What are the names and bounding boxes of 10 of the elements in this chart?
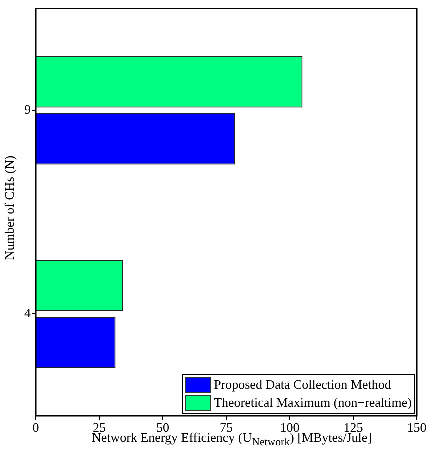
- y-tick-label: 4: [24, 306, 32, 321]
- x-tick-label: 50: [156, 420, 170, 436]
- x-tick-label: 75: [220, 420, 233, 436]
- x-tick-label: 150: [407, 420, 427, 436]
- x-tick-label: 0: [32, 420, 40, 436]
- x-tick-label: 100: [280, 420, 300, 436]
- legend-label: Proposed Data Collection Method: [214, 377, 392, 393]
- y-axis-title: Number of CHs (N): [2, 156, 18, 260]
- y-tick-label: 9: [24, 102, 31, 118]
- legend-label: Theoretical Maximum (non−realtime): [214, 395, 412, 411]
